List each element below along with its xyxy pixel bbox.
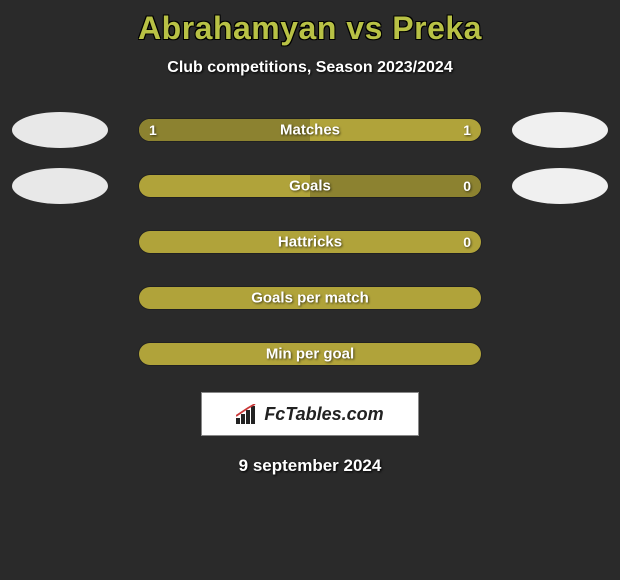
- stat-value-right: 0: [463, 178, 471, 194]
- stat-row: Goals per match: [0, 280, 620, 316]
- logo-content: FcTables.com: [236, 404, 383, 425]
- stat-label: Hattricks: [278, 234, 342, 251]
- avatar-placeholder: [512, 280, 608, 316]
- player-avatar-right: [512, 168, 608, 204]
- stat-bar: 0 Hattricks: [138, 230, 482, 254]
- stat-label: Matches: [280, 122, 340, 139]
- player-avatar-left: [12, 112, 108, 148]
- page-title: Abrahamyan vs Preka: [0, 10, 620, 47]
- avatar-placeholder: [12, 280, 108, 316]
- player-avatar-left: [12, 168, 108, 204]
- stat-bar: 0 Goals: [138, 174, 482, 198]
- date-text: 9 september 2024: [0, 456, 620, 476]
- stat-bar: Goals per match: [138, 286, 482, 310]
- stat-row: 0 Goals: [0, 168, 620, 204]
- stat-value-right: 1: [463, 122, 471, 138]
- stat-bar: 1 1 Matches: [138, 118, 482, 142]
- stat-value-right: 0: [463, 234, 471, 250]
- stat-label: Goals: [289, 178, 331, 195]
- avatar-placeholder: [512, 224, 608, 260]
- stat-row: Min per goal: [0, 336, 620, 372]
- stats-list: 1 1 Matches 0 Goals 0 Hattricks Goals per match…: [0, 112, 620, 372]
- stat-value-left: 1: [149, 122, 157, 138]
- stat-row: 1 1 Matches: [0, 112, 620, 148]
- page-subtitle: Club competitions, Season 2023/2024: [0, 59, 620, 77]
- player-avatar-right: [512, 112, 608, 148]
- logo-box[interactable]: FcTables.com: [201, 392, 419, 436]
- avatar-placeholder: [12, 336, 108, 372]
- chart-icon: [236, 404, 260, 424]
- comparison-card: Abrahamyan vs Preka Club competitions, S…: [0, 0, 620, 476]
- avatar-placeholder: [512, 336, 608, 372]
- stat-label: Goals per match: [251, 290, 369, 307]
- avatar-placeholder: [12, 224, 108, 260]
- bar-fill-right: [310, 175, 481, 197]
- stat-row: 0 Hattricks: [0, 224, 620, 260]
- stat-label: Min per goal: [266, 346, 354, 363]
- logo-text: FcTables.com: [264, 404, 383, 425]
- stat-bar: Min per goal: [138, 342, 482, 366]
